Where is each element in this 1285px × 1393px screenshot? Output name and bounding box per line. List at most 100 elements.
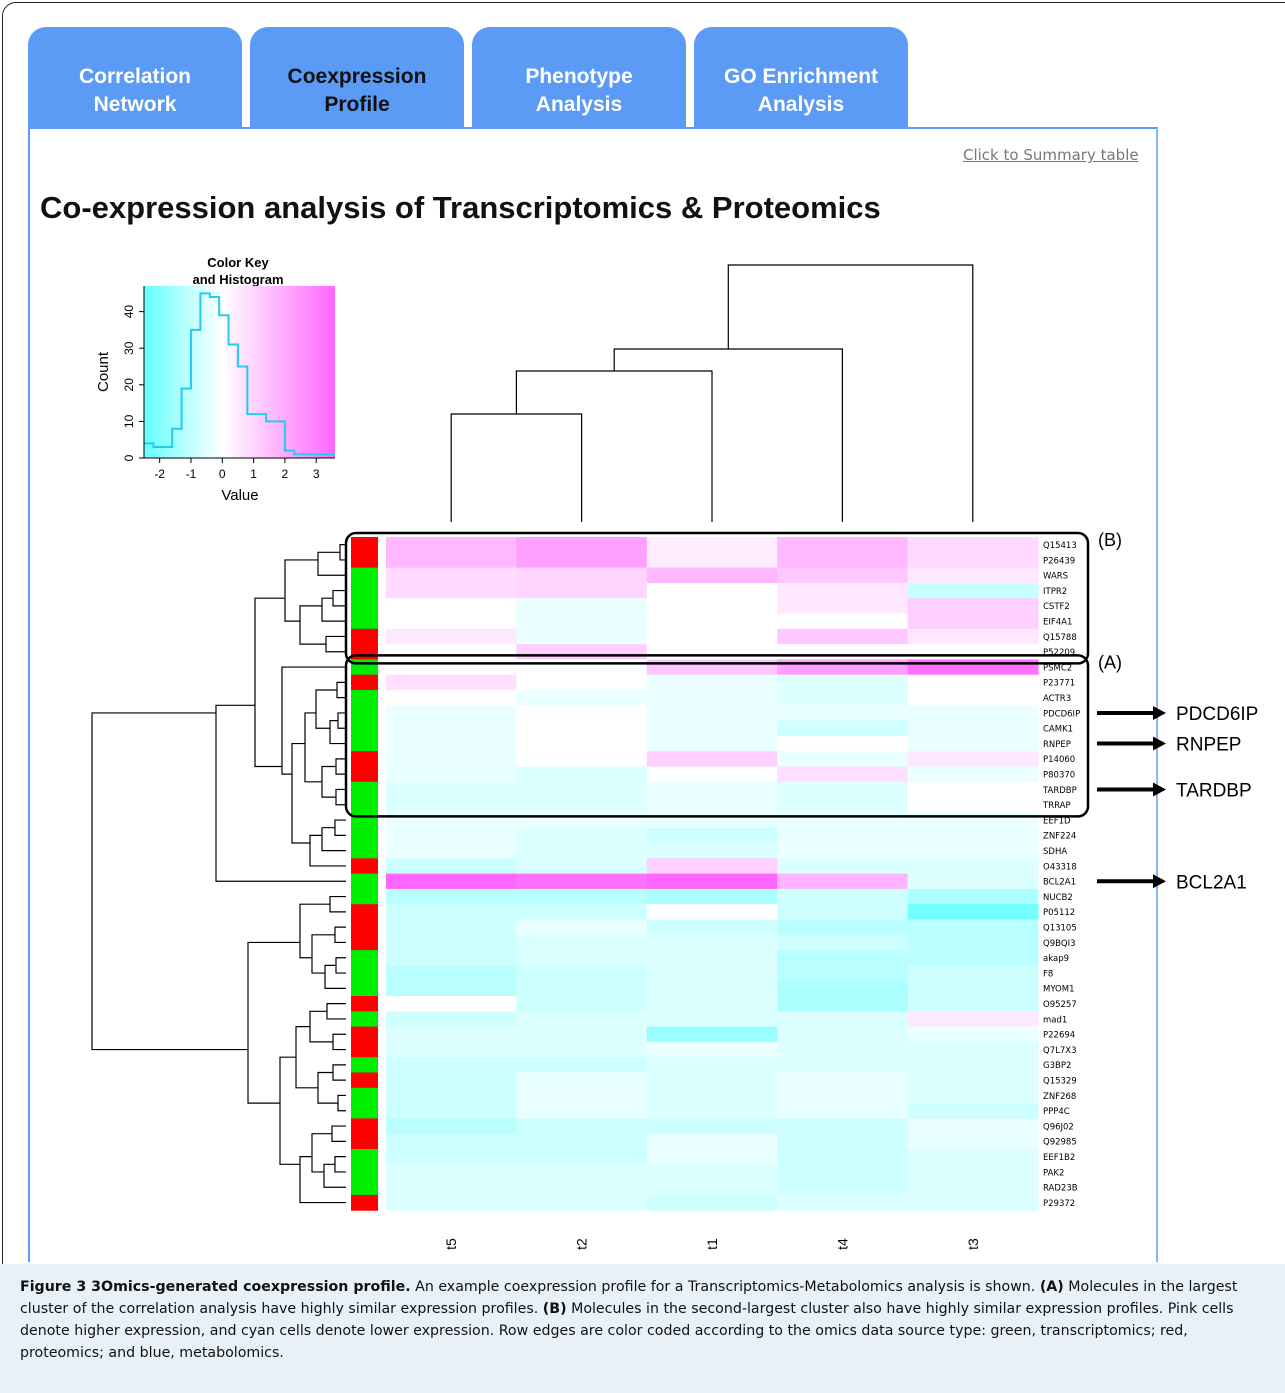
cluster-label: (B) xyxy=(1098,530,1122,550)
heatmap-cell xyxy=(386,1149,517,1165)
heatmap-cell xyxy=(516,1179,648,1196)
heatmap-cell xyxy=(386,1087,517,1104)
heatmap-cell xyxy=(516,751,648,767)
heatmap-cell xyxy=(516,644,648,660)
heatmap-cell xyxy=(646,1149,778,1165)
heatmap-cell xyxy=(777,1087,909,1104)
heatmap-cell xyxy=(777,644,909,660)
heatmap-cell xyxy=(777,904,909,920)
row-source-proteomics xyxy=(351,766,378,783)
row-label: Q92985 xyxy=(1043,1138,1077,1148)
heatmap-cell xyxy=(646,598,778,614)
row-dendrogram-branch xyxy=(299,903,330,959)
row-dendrogram-branch xyxy=(323,1163,346,1188)
histogram-y-tick-label: 30 xyxy=(122,341,136,355)
key-xlabel: Value xyxy=(221,487,258,504)
row-dendrogram-branch xyxy=(321,597,346,622)
heatmap-cell xyxy=(646,705,778,722)
heatmap-cell xyxy=(777,1011,909,1028)
heatmap-cell xyxy=(907,965,1039,982)
key-title-line2: and Histogram xyxy=(192,272,283,287)
heatmap-cell xyxy=(907,751,1039,767)
heatmap-cell xyxy=(646,659,778,676)
row-label: ITPR2 xyxy=(1043,587,1067,597)
row-label: P29372 xyxy=(1043,1199,1075,1209)
heatmap-cell xyxy=(386,904,517,920)
heatmap-cell xyxy=(777,858,909,875)
heatmap-cell xyxy=(907,1164,1039,1181)
row-source-transcriptomics xyxy=(351,1179,378,1196)
heatmap-cell xyxy=(777,567,909,584)
row-label: mad1 xyxy=(1043,1015,1067,1025)
heatmap-cell xyxy=(516,934,648,951)
row-label: RNPEP xyxy=(1043,740,1071,750)
heatmap-cell xyxy=(646,537,778,553)
heatmap-cell xyxy=(646,1179,778,1196)
heatmap-cell xyxy=(516,735,648,752)
heatmap-cell xyxy=(777,751,909,767)
row-source-transcriptomics xyxy=(351,1149,378,1165)
histogram-y-tick-label: 10 xyxy=(122,414,136,428)
row-label: EIF4A1 xyxy=(1043,618,1072,628)
row-dendrogram-branch xyxy=(317,551,346,576)
heatmap-cell xyxy=(646,827,778,844)
row-dendrogram-branch xyxy=(295,1026,318,1089)
heatmap-cell xyxy=(386,766,517,783)
row-source-proteomics xyxy=(351,628,378,645)
heatmap-cell xyxy=(907,797,1039,813)
heatmap-cell xyxy=(907,1087,1039,1104)
row-label: P23771 xyxy=(1043,679,1075,689)
row-dendrogram-branch xyxy=(335,957,346,974)
column-label: t4 xyxy=(834,1238,850,1250)
heatmap-cell xyxy=(646,1118,778,1135)
heatmap-cell xyxy=(646,690,778,706)
row-label: F8 xyxy=(1043,969,1053,979)
row-dendrogram-branch xyxy=(332,589,346,607)
heatmap-cell xyxy=(646,720,778,737)
row-source-proteomics xyxy=(351,674,378,691)
row-label: O95257 xyxy=(1043,1000,1077,1010)
heatmap-cell xyxy=(516,827,648,844)
page-title: Co-expression analysis of Transcriptomic… xyxy=(40,190,881,225)
column-label: t3 xyxy=(965,1238,981,1250)
heatmap-cell xyxy=(907,644,1039,660)
heatmap-cell xyxy=(386,873,517,890)
row-label: WARS xyxy=(1043,572,1068,582)
heatmap-cell xyxy=(516,797,648,813)
heatmap-cell xyxy=(907,766,1039,783)
row-label: Q13105 xyxy=(1043,924,1077,934)
tab-label: Profile xyxy=(324,93,390,116)
heatmap-cell xyxy=(646,674,778,691)
row-source-proteomics xyxy=(351,858,378,875)
summary-table-link[interactable]: Click to Summary table xyxy=(963,146,1139,164)
row-source-transcriptomics xyxy=(351,1057,378,1073)
tab-correlation-network[interactable]: Correlation Network xyxy=(28,27,242,129)
row-source-transcriptomics xyxy=(351,1087,378,1104)
column-label: t2 xyxy=(574,1238,590,1250)
row-source-proteomics xyxy=(351,644,378,660)
heatmap-cell xyxy=(646,919,778,936)
heatmap-cell xyxy=(516,980,648,997)
histogram-y-tick-label: 0 xyxy=(122,454,136,461)
row-dendrogram-branch xyxy=(215,704,346,882)
row-source-proteomics xyxy=(351,751,378,767)
tab-go-enrichment-analysis[interactable]: GO Enrichment Analysis xyxy=(694,27,908,129)
tab-coexpression-profile[interactable]: Coexpression Profile xyxy=(250,27,464,129)
heatmap-cell xyxy=(516,1011,648,1028)
tab-phenotype-analysis[interactable]: Phenotype Analysis xyxy=(472,27,686,129)
heatmap-cell xyxy=(516,537,648,553)
row-dendrogram-branch xyxy=(321,765,336,798)
heatmap-cell xyxy=(777,705,909,722)
heatmap-cell xyxy=(777,537,909,553)
heatmap-cell xyxy=(386,1194,517,1211)
callout-label: BCL2A1 xyxy=(1176,872,1247,893)
heatmap-cell xyxy=(386,843,517,859)
row-dendrogram-branch xyxy=(324,964,346,989)
row-source-transcriptomics xyxy=(351,1011,378,1028)
heatmap-cell xyxy=(386,582,517,599)
row-label: EEF1D xyxy=(1043,816,1071,826)
heatmap-cell xyxy=(516,582,648,599)
row-source-proteomics xyxy=(351,1118,378,1135)
heatmap-cell xyxy=(646,950,778,966)
heatmap-cell xyxy=(777,827,909,844)
